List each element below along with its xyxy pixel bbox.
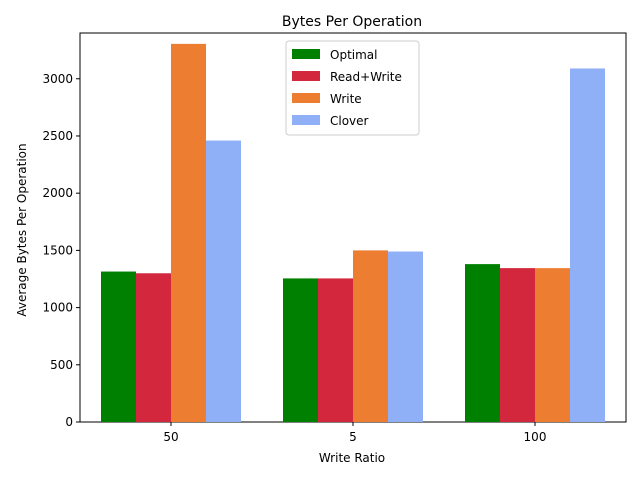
y-tick-label: 0 <box>65 415 73 429</box>
legend-label: Optimal <box>330 48 377 62</box>
legend-box <box>285 40 420 136</box>
x-tick-label: 5 <box>349 430 357 444</box>
legend-label: Read+Write <box>330 70 402 84</box>
legend-swatch <box>292 93 320 103</box>
bar-optimal-100 <box>465 264 500 422</box>
bar-clover-5 <box>388 251 423 422</box>
y-tick-label: 2500 <box>42 129 73 143</box>
x-axis: 50 5 100 <box>163 422 546 444</box>
chart-title: Bytes Per Operation <box>282 14 422 30</box>
bar-read-write-5 <box>318 278 353 422</box>
legend-label: Clover <box>330 114 369 128</box>
y-tick-label: 1500 <box>42 243 73 257</box>
legend: Optimal Read+Write Write Clover <box>285 40 420 136</box>
legend-swatch <box>292 115 320 125</box>
legend-swatch <box>292 49 320 59</box>
legend-label: Write <box>330 92 362 106</box>
bar-optimal-5 <box>283 278 318 422</box>
bar-read-write-50 <box>136 273 171 422</box>
y-axis-label: Average Bytes Per Operation <box>15 143 29 316</box>
y-tick-label: 1000 <box>42 301 73 315</box>
bar-clover-50 <box>206 140 241 422</box>
bar-write-50 <box>171 43 206 423</box>
bar-clover-100 <box>570 68 605 422</box>
bar-write-5 <box>353 250 388 422</box>
y-tick-label: 500 <box>50 358 73 372</box>
bar-optimal-50 <box>101 271 136 422</box>
y-axis: 0 500 1000 1500 2000 2500 3000 <box>42 72 80 429</box>
y-tick-label: 2000 <box>42 186 73 200</box>
x-axis-label: Write Ratio <box>319 451 385 465</box>
legend-swatch <box>292 71 320 81</box>
x-tick-label: 100 <box>524 430 547 444</box>
bar-write-100 <box>535 268 570 422</box>
bars-group <box>101 43 605 423</box>
x-tick-label: 50 <box>163 430 178 444</box>
y-tick-label: 3000 <box>42 72 73 86</box>
bar-read-write-100 <box>500 268 535 422</box>
